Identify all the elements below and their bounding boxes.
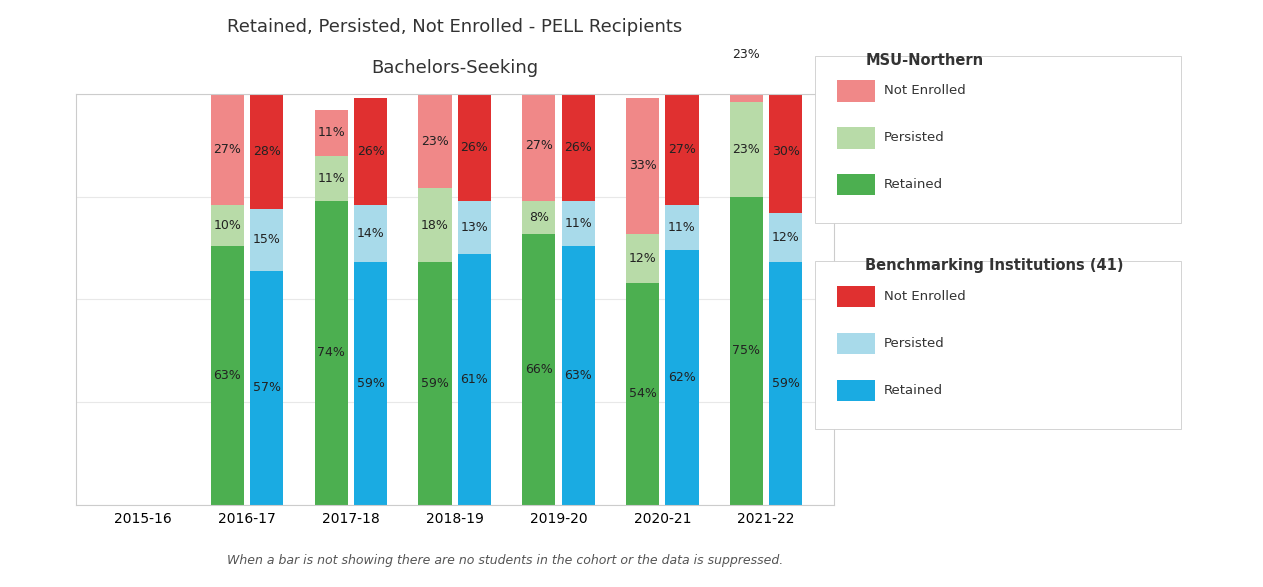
Bar [562, 201, 595, 246]
Bar [457, 94, 491, 201]
Bar [250, 94, 283, 209]
Text: 11%: 11% [317, 126, 345, 140]
Text: 59%: 59% [772, 377, 799, 390]
Bar [314, 110, 347, 156]
Bar [626, 234, 659, 283]
Bar [250, 209, 283, 271]
Bar [730, 102, 763, 197]
Bar [354, 262, 388, 505]
Text: 11%: 11% [668, 221, 696, 234]
Bar [562, 94, 595, 201]
Text: 74%: 74% [317, 346, 345, 359]
Text: 61%: 61% [461, 373, 489, 386]
Text: Not Enrolled: Not Enrolled [884, 290, 966, 303]
Bar [666, 205, 698, 250]
Text: 33%: 33% [629, 159, 657, 173]
Text: 26%: 26% [565, 141, 592, 154]
Text: 15%: 15% [253, 233, 280, 247]
Text: When a bar is not showing there are no students in the cohort or the data is sup: When a bar is not showing there are no s… [227, 554, 783, 566]
Text: MSU-Northern: MSU-Northern [865, 53, 984, 68]
Bar [457, 201, 491, 254]
Text: 12%: 12% [772, 231, 799, 244]
Bar [769, 213, 802, 262]
Text: 28%: 28% [253, 145, 280, 158]
Bar [730, 8, 763, 102]
Text: 18%: 18% [421, 219, 448, 232]
Text: 59%: 59% [421, 377, 448, 390]
Text: 10%: 10% [213, 219, 241, 232]
Bar [522, 234, 556, 505]
Text: 26%: 26% [461, 141, 489, 154]
Text: 66%: 66% [525, 363, 553, 376]
Bar [626, 283, 659, 505]
Bar [418, 262, 452, 505]
Bar [562, 246, 595, 505]
Text: 27%: 27% [213, 143, 241, 156]
Bar [314, 201, 347, 505]
Text: 11%: 11% [565, 217, 592, 230]
Text: 57%: 57% [253, 381, 280, 394]
Text: 23%: 23% [733, 48, 760, 62]
Bar [666, 94, 698, 205]
Text: Retained: Retained [884, 384, 943, 397]
Bar [769, 90, 802, 213]
Text: 23%: 23% [733, 143, 760, 156]
Bar [522, 201, 556, 234]
Text: Retained: Retained [884, 178, 943, 191]
Text: 14%: 14% [356, 227, 384, 240]
Text: 54%: 54% [629, 387, 657, 400]
Bar [211, 94, 244, 205]
Text: Persisted: Persisted [884, 337, 945, 350]
Bar [418, 94, 452, 188]
Text: Benchmarking Institutions (41): Benchmarking Institutions (41) [865, 258, 1124, 274]
Text: 11%: 11% [317, 171, 345, 185]
Text: 63%: 63% [565, 369, 592, 382]
Bar [626, 98, 659, 234]
Text: 27%: 27% [668, 143, 696, 156]
Bar [250, 271, 283, 505]
Bar [314, 156, 347, 201]
Bar [354, 205, 388, 262]
Bar [457, 254, 491, 505]
Text: Retained, Persisted, Not Enrolled - PELL Recipients: Retained, Persisted, Not Enrolled - PELL… [227, 18, 682, 36]
Bar [730, 197, 763, 505]
Bar [418, 188, 452, 262]
Text: 62%: 62% [668, 371, 696, 384]
Text: 59%: 59% [356, 377, 384, 390]
Text: 23%: 23% [421, 134, 448, 148]
Text: 75%: 75% [733, 344, 760, 357]
Bar [522, 90, 556, 201]
Text: 63%: 63% [213, 369, 241, 382]
Bar [666, 250, 698, 505]
Bar [769, 262, 802, 505]
Bar [354, 98, 388, 205]
Text: 12%: 12% [629, 252, 657, 265]
Bar [211, 246, 244, 505]
Text: 27%: 27% [525, 139, 553, 152]
Bar [211, 205, 244, 246]
Text: 30%: 30% [772, 145, 799, 158]
Text: 13%: 13% [461, 221, 489, 234]
Text: Persisted: Persisted [884, 131, 945, 144]
Text: 8%: 8% [529, 211, 548, 224]
Text: Bachelors-Seeking: Bachelors-Seeking [371, 59, 538, 77]
Text: Not Enrolled: Not Enrolled [884, 85, 966, 97]
Text: 26%: 26% [356, 145, 384, 158]
